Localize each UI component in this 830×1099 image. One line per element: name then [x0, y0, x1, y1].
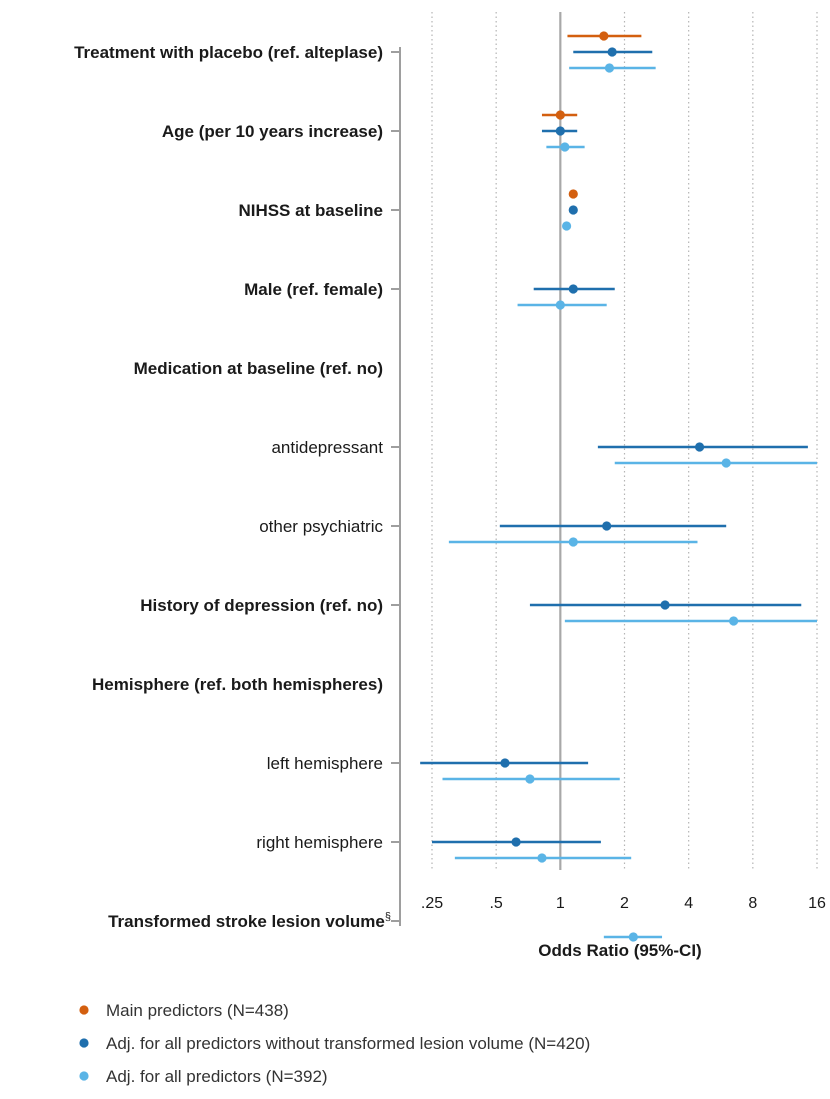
- legend-label-2: Adj. for all predictors (N=392): [106, 1067, 328, 1086]
- row-label-6: other psychiatric: [259, 517, 383, 536]
- row-label-superscript: §: [385, 911, 391, 923]
- point-estimate-r7-s2: [729, 616, 739, 626]
- point-estimate-r3-s2: [555, 300, 565, 310]
- row-label-1: Age (per 10 years increase): [162, 122, 383, 141]
- row-label-9: left hemisphere: [267, 754, 383, 773]
- row-label-4: Medication at baseline (ref. no): [134, 359, 383, 378]
- row-label-7: History of depression (ref. no): [140, 596, 383, 615]
- x-axis-label: Odds Ratio (95%-CI): [538, 941, 701, 960]
- point-estimate-r5-s2: [721, 458, 731, 468]
- point-estimate-r3-s1: [568, 284, 578, 294]
- legend-marker-2: [79, 1071, 89, 1081]
- left-axis: [391, 47, 401, 926]
- point-estimate-r7-s1: [660, 600, 670, 610]
- point-estimate-r11-s2: [628, 932, 638, 942]
- legend-label-0: Main predictors (N=438): [106, 1001, 289, 1020]
- row-label-0: Treatment with placebo (ref. alteplase): [74, 43, 383, 62]
- point-estimate-r6-s1: [602, 521, 612, 531]
- grid-lines: [431, 12, 818, 870]
- x-tick-label-5: 8: [748, 895, 757, 912]
- point-estimate-r5-s1: [694, 442, 705, 452]
- x-tick-label-3: 2: [620, 895, 629, 912]
- row-label-10: right hemisphere: [256, 833, 383, 852]
- point-estimate-r1-s0: [555, 110, 565, 120]
- row-labels: Treatment with placebo (ref. alteplase) A…: [74, 43, 391, 931]
- point-estimate-r0-s1: [607, 47, 617, 57]
- row-label-3: Male (ref. female): [244, 280, 383, 299]
- row-label-11: Transformed stroke lesion volume§: [108, 911, 391, 931]
- legend-marker-1: [79, 1038, 89, 1048]
- row-label-8: Hemisphere (ref. both hemispheres): [92, 675, 383, 694]
- point-estimate-r9-s2: [525, 774, 535, 784]
- point-estimate-r10-s2: [537, 853, 547, 863]
- point-estimate-r0-s2: [604, 63, 615, 73]
- x-tick-labels: .25 .5 1 2 4 8 16: [421, 895, 826, 912]
- point-estimate-r0-s0: [599, 31, 609, 41]
- point-estimate-r1-s1: [555, 126, 565, 136]
- legend: Main predictors (N=438) Adj. for all pred…: [79, 1001, 590, 1086]
- x-tick-label-2: 1: [556, 895, 565, 912]
- row-label-2: NIHSS at baseline: [238, 201, 383, 220]
- x-tick-label-1: .5: [489, 895, 502, 912]
- point-estimate-r9-s1: [500, 758, 510, 768]
- estimate-marks: [420, 31, 817, 942]
- point-estimate-r1-s2: [560, 142, 570, 152]
- x-tick-label-4: 4: [684, 895, 693, 912]
- point-estimate-r6-s2: [568, 537, 578, 547]
- legend-marker-0: [79, 1005, 89, 1015]
- legend-label-1: Adj. for all predictors without transfor…: [106, 1034, 590, 1053]
- point-estimate-r2-s0: [568, 189, 578, 199]
- row-label-5: antidepressant: [271, 438, 383, 457]
- point-estimate-r10-s1: [511, 837, 521, 847]
- point-estimate-r2-s2: [561, 221, 572, 231]
- x-tick-label-6: 16: [808, 895, 826, 912]
- point-estimate-r2-s1: [568, 205, 578, 215]
- x-tick-label-0: .25: [421, 895, 443, 912]
